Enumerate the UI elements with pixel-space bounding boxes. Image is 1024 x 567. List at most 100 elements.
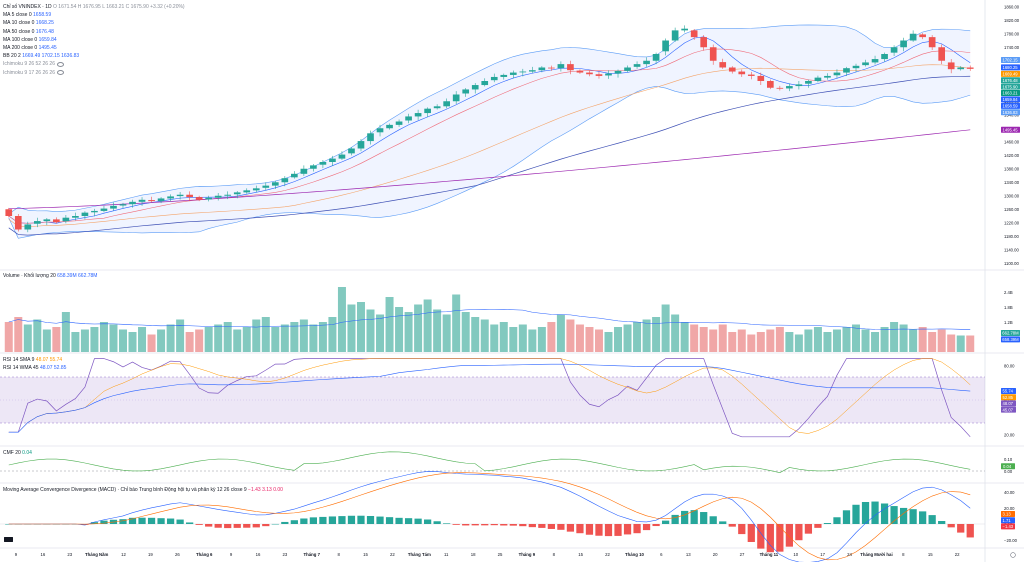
legend-ichimoku-2[interactable]: Ichimoku 9 17 26 26 26 [3, 69, 185, 77]
settings-gear-icon[interactable] [1010, 552, 1016, 558]
candle-body [500, 74, 508, 77]
symbol-row[interactable]: Chỉ số VNINDEX · 1D O 1671.54 H 1676.95 … [3, 3, 185, 11]
candle-body [681, 28, 688, 31]
volume-bar [652, 317, 661, 352]
volume-bar [956, 335, 965, 352]
candle-body [81, 212, 89, 216]
candle-body [586, 72, 593, 75]
visibility-eye-icon[interactable] [56, 61, 64, 67]
volume-bar [128, 332, 137, 352]
cmf-pane-title[interactable]: CMF 20 0.04 [3, 450, 32, 456]
volume-pane-title[interactable]: Volume · Khối lượng 20 658.39M 662.78M [3, 273, 98, 279]
bollinger-upper-line [8, 24, 971, 215]
candle-body [386, 124, 393, 129]
candle-body [557, 64, 565, 69]
time-axis-label: 25 [498, 552, 503, 557]
candle-body [53, 219, 60, 223]
legend-ma50[interactable]: MA 50 close 0 1676.48 [3, 28, 54, 35]
rsi-tag-label: 55.74 [1003, 389, 1014, 394]
volume-bar [880, 327, 889, 352]
macd-hist-bar [224, 524, 232, 529]
volume-bar [614, 327, 623, 352]
price-tag-label: 1702.15 [1003, 58, 1019, 63]
price-axis-label: 1180.00 [1004, 234, 1019, 239]
macd-hist-bar [366, 515, 375, 524]
macd-hist-bar [833, 517, 841, 524]
legend-bb[interactable]: BB 20 2 1669.49 1702.15 1636.83 [3, 53, 80, 60]
cmf-axis-label: 0.10 [1004, 457, 1013, 462]
candle-body [176, 194, 184, 197]
visibility-eye-icon[interactable] [56, 69, 64, 75]
volume-bar [737, 329, 746, 352]
candle-body [795, 84, 803, 87]
bollinger-band-fill [8, 24, 971, 239]
time-axis-label: 6 [660, 552, 663, 557]
legend-ma10[interactable]: MA 10 close 0 1668.25 [3, 20, 54, 27]
volume-bar [271, 327, 280, 352]
candle-body [138, 199, 146, 202]
rsi-tag-label: 45.07 [1003, 407, 1014, 412]
candle-body [319, 162, 327, 165]
price-axis-label: 1300.00 [1004, 194, 1020, 199]
macd-hist-bar [947, 524, 955, 528]
volume-axis-label: 1.8B [1004, 305, 1013, 310]
rsi-axis-label: 20.00 [1004, 432, 1015, 437]
macd-hist-bar [271, 523, 279, 525]
rsi-pane-title-1[interactable]: RSI 14 SMA 9 48.07 55.74 [3, 357, 63, 363]
rsi-pane-title-2[interactable]: RSI 14 WMA 45 48.07 52.85 [3, 365, 67, 371]
macd-hist-bar [528, 524, 536, 528]
candle-body [786, 86, 793, 89]
volume-bar [899, 324, 908, 352]
candle-body [72, 216, 79, 218]
volume-bar [909, 329, 918, 352]
volume-bar [385, 297, 394, 352]
volume-bar [261, 317, 270, 352]
rsi-tag-label: 48.07 [1003, 401, 1014, 406]
time-axis-label: 15 [578, 552, 583, 557]
time-axis: 9 16 23 Tháng Năm 12 19 26 Tháng 6 9 16 23 Tháng 7 8… [15, 552, 960, 557]
candle-body [719, 62, 727, 68]
volume-bar [452, 294, 461, 352]
candle-body [805, 81, 812, 84]
volume-bar [90, 327, 99, 352]
price-tag-bg [1001, 102, 1020, 109]
volume-bar [861, 329, 870, 352]
candle-body [862, 62, 869, 66]
volume-ma-line [8, 309, 971, 331]
macd-hist-bar [919, 511, 927, 524]
macd-hist-bar [166, 518, 175, 524]
legend-ma100[interactable]: MA 100 close 0 1659.84 [3, 36, 57, 43]
volume-bar [852, 324, 861, 352]
volume-bar [604, 332, 613, 352]
macd-hist-bar [471, 524, 479, 526]
macd-hist-bar [90, 522, 99, 524]
candle-body [947, 62, 955, 70]
volume-bar [309, 324, 318, 352]
volume-bar [433, 309, 442, 352]
time-axis-label: Tháng 7 [304, 552, 321, 557]
volume-bar [195, 329, 204, 352]
macd-pane-title[interactable]: Moving Average Convergence Divergence (M… [3, 487, 283, 493]
legend-ma200[interactable]: MA 200 close 0 1495.45 [3, 45, 57, 52]
candle-body [271, 182, 279, 186]
candle-body [110, 205, 117, 209]
price-axis-label: 1140.00 [1004, 248, 1019, 253]
tradingview-logo [4, 537, 13, 542]
macd-hist-bar [490, 524, 498, 526]
candle-body [690, 30, 698, 38]
macd-axis-label: 40.00 [1004, 490, 1015, 495]
volume-bar [80, 329, 89, 352]
macd-hist-bar [585, 524, 594, 535]
volume-bar [376, 314, 385, 352]
candle-body [243, 190, 251, 193]
legend-ma5[interactable]: MA 5 close 0 1658.59 [3, 12, 52, 19]
rsi-tag-label: 52.85 [1003, 395, 1014, 400]
legend-ichimoku-1[interactable]: Ichimoku 9 26 52 26 26 [3, 60, 185, 68]
cmf-tag-bg [1001, 463, 1015, 470]
macd-hist-bar [671, 514, 679, 524]
macd-hist-bar [300, 518, 308, 524]
volume-bar [14, 317, 23, 352]
price-tag-label: 1680.25 [1003, 65, 1019, 70]
